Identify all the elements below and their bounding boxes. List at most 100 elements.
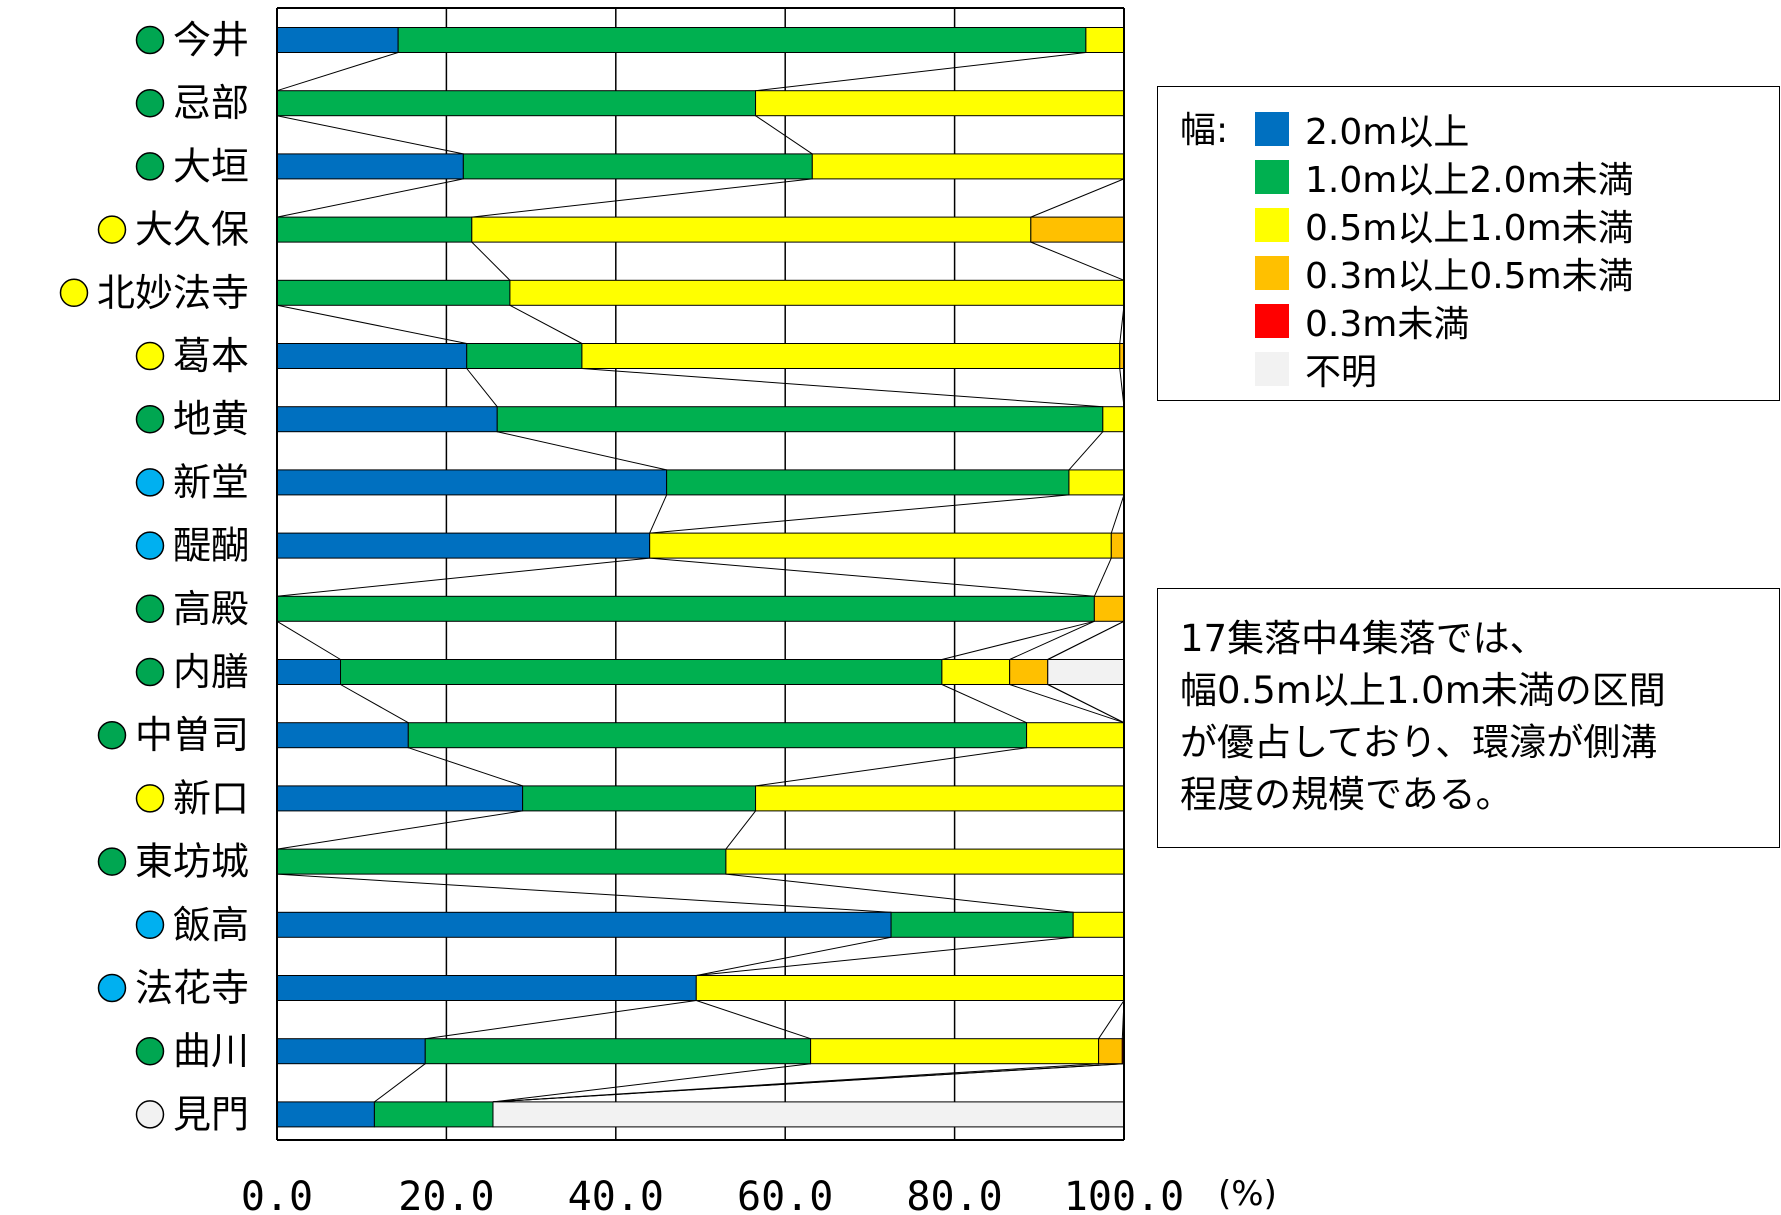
category-marker-icon [135,25,165,55]
bar-segment-4-3 [471,216,1032,243]
category-marker-icon [97,215,127,244]
category-marker-icon [135,910,165,940]
series-connector-lines [276,52,1125,1103]
category-marker-icon [135,1036,165,1066]
category-marker-icon [135,88,165,118]
legend-item-2: 1.0m以上2.0m未満 [1255,153,1634,201]
bar-segment-15-2 [890,911,1074,938]
legend-label-4: 0.3m以上0.5m未満 [1305,256,1634,297]
bar-segment-9-1 [276,532,651,559]
legend-label-1: 2.0m以上 [1305,112,1470,153]
note-line-2: 幅0.5m以上1.0m未満の区間 [1180,669,1666,712]
bar-segment-7-1 [276,406,498,433]
legend: 幅: 2.0m以上 1.0m以上2.0m未満 0.5m以上1.0m未満 0.3m… [1157,86,1780,401]
bar-segment-11-6 [1047,659,1125,685]
legend-item-3: 0.5m以上1.0m未満 [1255,201,1634,249]
bar-segment-1-1 [276,27,399,53]
bar-segment-10-2 [276,595,1095,622]
bar-segment-17-4 [1098,1038,1123,1065]
connector-line [755,747,1027,787]
bar-segment-11-4 [1009,659,1049,685]
x-tick-label: 40.0 [568,1174,664,1215]
connector-line [471,178,813,218]
bar-segment-17-2 [424,1038,812,1065]
connector-line [941,620,1095,660]
connector-line [696,936,892,976]
connector-line [1009,620,1095,660]
bar-segment-4-4 [1030,216,1125,243]
legend-item-4: 0.3m以上0.5m未満 [1255,249,1634,297]
legend-swatch-2 [1255,160,1289,194]
bar-segment-7-2 [496,406,1104,433]
connector-line [649,494,668,534]
connector-line [408,747,523,787]
connector-line [466,368,498,408]
category-label: 内膳 [173,650,249,694]
connector-line [696,1000,811,1040]
category-label: 新口 [173,776,249,820]
connector-line [1047,620,1125,660]
bar-segment-13-2 [522,785,757,812]
plot-frame [276,7,1125,1141]
bar-segment-17-1 [276,1038,426,1065]
connector-line [649,494,1069,534]
category-marker-icon [135,404,165,434]
connector-line [340,684,409,724]
connector-line [509,304,583,344]
bar-segment-11-2 [340,659,943,685]
legend-label-6: 不明 [1305,352,1378,393]
category-label: 東坊城 [135,840,249,884]
category-label: 北妙法寺 [97,271,249,315]
connector-line [497,431,667,471]
legend-title: 幅: [1180,110,1229,151]
legend-swatch-5 [1255,304,1289,338]
connector-line [725,810,756,850]
bar-segment-4-2 [276,216,473,243]
connector-line [581,368,1103,408]
bar-segment-5-3 [509,279,1125,306]
connector-line [755,115,813,155]
connector-line [725,873,1074,913]
bar-segment-6-1 [276,343,468,369]
connector-line [276,873,892,913]
connector-line [1030,241,1125,281]
category-label: 新堂 [173,460,249,504]
connector-line [1030,178,1125,218]
bar-segment-3-1 [276,153,464,180]
bar-segment-12-3 [1026,722,1125,749]
legend-label-2: 1.0m以上2.0m未満 [1305,160,1634,201]
category-label: 大垣 [173,144,249,188]
category-label: 法花寺 [135,966,249,1010]
category-label: 醍醐 [173,524,249,568]
x-unit-label: (%) [1218,1174,1277,1214]
category-label: 忌部 [173,81,249,125]
legend-item-1: 2.0m以上 [1255,105,1469,153]
bar-segment-9-3 [649,532,1112,559]
category-marker-icon [135,657,165,687]
category-marker-icon [135,784,165,813]
category-marker-icon [135,468,165,497]
connector-line [1068,431,1104,471]
bar-segment-11-3 [941,659,1011,685]
bar-segment-1-3 [1085,27,1125,53]
bar-segment-15-3 [1072,911,1125,938]
bar-segment-13-3 [755,785,1125,812]
legend-label-3: 0.5m以上1.0m未満 [1305,208,1634,249]
bar-segment-8-3 [1068,469,1125,496]
bar-segment-11-1 [276,659,342,685]
bar-segment-14-3 [725,848,1125,875]
bar-segment-1-2 [397,27,1087,53]
category-label: 葛本 [173,334,249,378]
category-label: 今井 [173,18,249,62]
grid-lines [445,8,956,1140]
connector-line [425,1000,697,1040]
legend-swatch-1 [1255,112,1289,146]
connector-line [1047,684,1125,724]
x-tick-label: 60.0 [737,1174,833,1215]
connector-line [1098,1000,1125,1039]
connector-line [1110,494,1125,534]
bar-segment-9-4 [1110,532,1125,559]
bar-segment-7-3 [1102,406,1125,433]
note-line-1: 17集落中4集落では、 [1180,617,1547,660]
connector-line [276,304,467,344]
